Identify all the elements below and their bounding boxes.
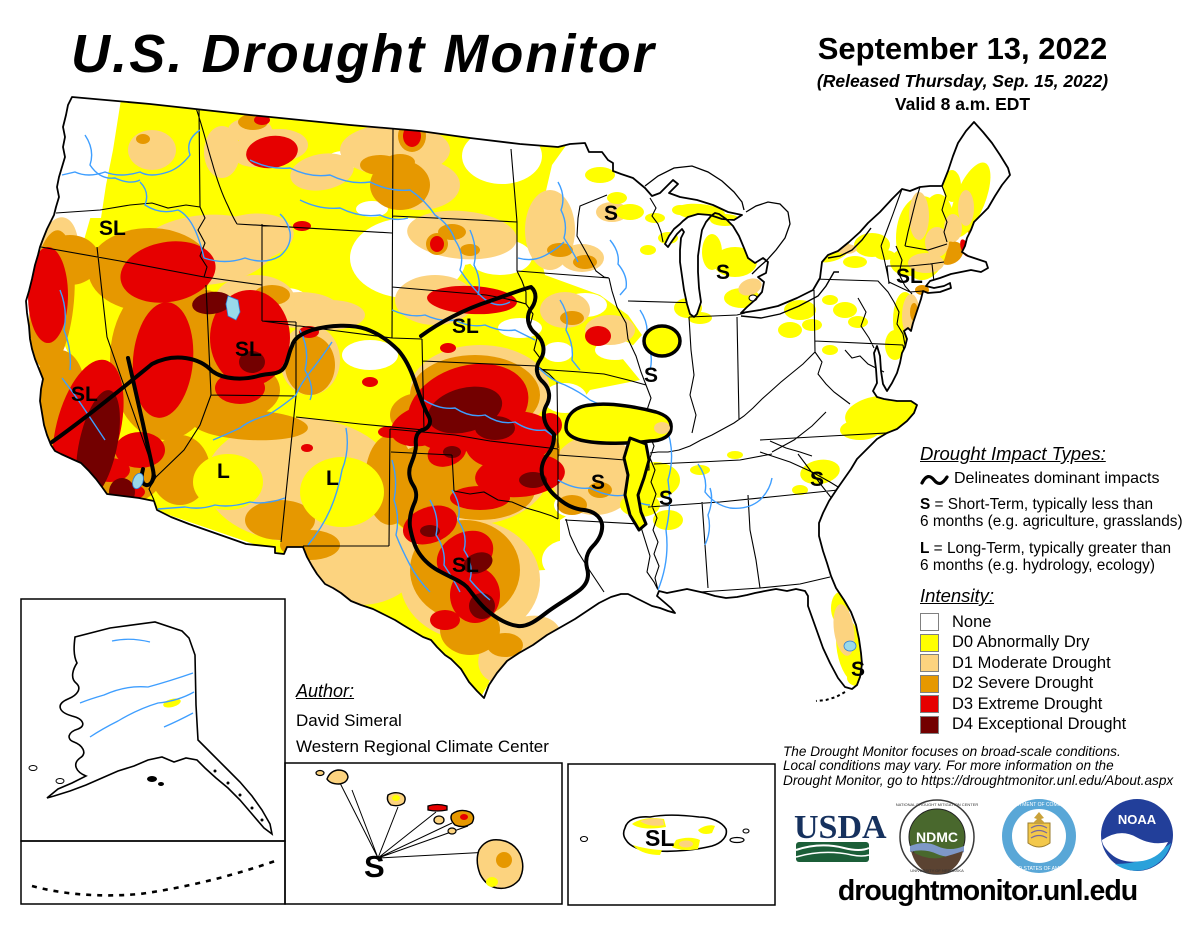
svg-text:S: S (659, 487, 673, 510)
svg-text:DEPARTMENT OF COMMERCE: DEPARTMENT OF COMMERCE (1002, 802, 1076, 808)
svg-text:UNITED STATES OF AMERICA: UNITED STATES OF AMERICA (1004, 866, 1076, 872)
svg-text:S: S (644, 364, 658, 387)
svg-text:NDMC: NDMC (916, 829, 958, 845)
svg-text:S: S (604, 202, 618, 225)
svg-text:S: S (591, 471, 605, 494)
svg-text:S: S (716, 261, 730, 284)
svg-text:S: S (364, 849, 385, 884)
svg-text:S: S (851, 658, 865, 681)
svg-text:SL: SL (235, 338, 262, 361)
svg-text:L: L (217, 460, 230, 483)
svg-text:SL: SL (452, 315, 479, 338)
svg-text:SL: SL (71, 383, 98, 406)
svg-text:L: L (326, 467, 339, 490)
svg-text:SL: SL (645, 825, 674, 851)
svg-text:SL: SL (99, 217, 126, 240)
svg-text:USDA: USDA (794, 809, 887, 846)
svg-text:NATIONAL DROUGHT MITIGATION CE: NATIONAL DROUGHT MITIGATION CENTER (896, 802, 979, 807)
svg-text:UNIVERSITY OF NEBRASKA: UNIVERSITY OF NEBRASKA (910, 868, 964, 873)
svg-text:SL: SL (896, 265, 923, 288)
svg-text:NOAA: NOAA (1118, 812, 1157, 827)
svg-text:SL: SL (452, 554, 479, 577)
svg-text:S: S (810, 468, 824, 491)
